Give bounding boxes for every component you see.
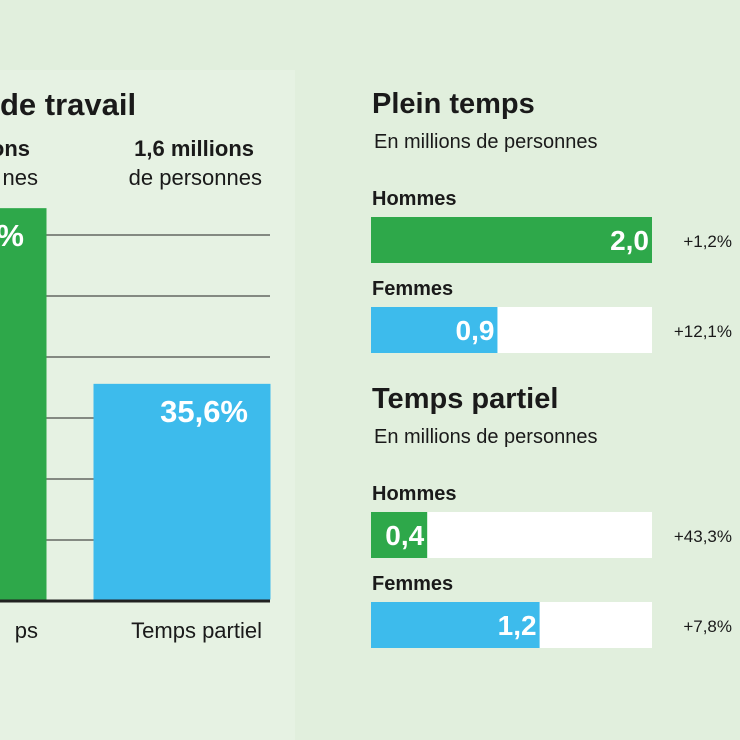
value-label: 1,2 [498, 610, 537, 641]
chart-title: Temps partiel [372, 383, 558, 415]
bar [371, 307, 498, 353]
header-line1: ons [0, 136, 30, 161]
change-label: +43,3% [674, 527, 732, 546]
category-label: Hommes [372, 483, 456, 505]
x-tick-label: Temps partiel [131, 618, 262, 643]
bar [93, 383, 271, 600]
value-label: 0,4 [385, 520, 424, 551]
bar [371, 217, 652, 263]
chart-title: Plein temps [372, 88, 535, 120]
value-label: 35,6% [160, 394, 248, 429]
bar [371, 512, 428, 558]
change-label: +7,8% [683, 617, 732, 636]
bar [371, 602, 540, 648]
value-label: 2,0 [610, 225, 649, 256]
chart-subtitle: En millions de personnes [374, 426, 597, 448]
change-label: +12,1% [674, 322, 732, 341]
x-tick-label: ps [15, 618, 38, 643]
bar [0, 208, 47, 600]
category-label: Hommes [372, 188, 456, 210]
chart-subtitle: En millions de personnes [374, 131, 597, 153]
category-label: Femmes [372, 573, 453, 595]
category-label: Femmes [372, 278, 453, 300]
header-line1: 1,6 millions [134, 136, 254, 161]
change-label: +1,2% [683, 232, 732, 251]
header-line2: nes [3, 165, 38, 190]
value-label: 0,9 [456, 315, 495, 346]
value-label: % [0, 218, 24, 253]
header-line2: de personnes [129, 165, 262, 190]
chart-title: de travail [0, 87, 136, 122]
